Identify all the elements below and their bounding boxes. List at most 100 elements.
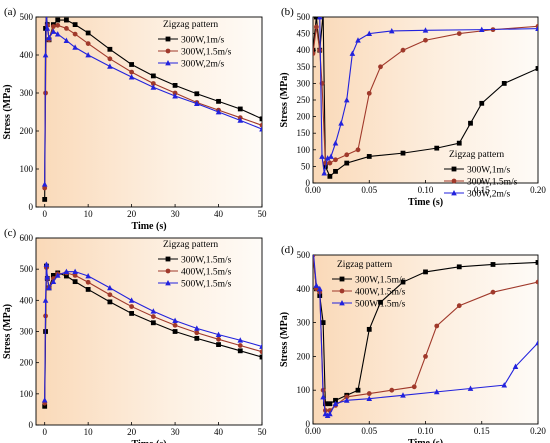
data-point bbox=[316, 17, 323, 20]
x-tick-label: 40 bbox=[214, 209, 224, 219]
data-point bbox=[490, 289, 496, 295]
data-point bbox=[54, 272, 61, 278]
data-point bbox=[328, 153, 334, 159]
data-point bbox=[389, 387, 395, 393]
data-point bbox=[535, 260, 538, 265]
data-point bbox=[128, 297, 135, 303]
legend-marker bbox=[451, 178, 457, 184]
series-3 bbox=[313, 255, 538, 418]
series-3 bbox=[41, 8, 262, 187]
data-point bbox=[501, 382, 508, 388]
data-point bbox=[85, 41, 91, 46]
data-point bbox=[349, 50, 356, 56]
legend-title: Zigzag pattern bbox=[163, 240, 218, 250]
data-point bbox=[259, 343, 262, 349]
y-tick-label: 500 bbox=[20, 264, 34, 274]
y-tick-label: 200 bbox=[297, 351, 311, 361]
data-point bbox=[400, 392, 406, 398]
data-point bbox=[333, 157, 338, 163]
data-point bbox=[422, 27, 429, 33]
data-point bbox=[55, 17, 61, 23]
data-point bbox=[50, 24, 56, 29]
y-tick-label: 200 bbox=[20, 126, 34, 136]
data-point bbox=[107, 292, 113, 298]
y-axis-label: Stress (MPa) bbox=[279, 72, 290, 127]
y-tick-label: 500 bbox=[297, 12, 311, 22]
data-point bbox=[313, 282, 320, 288]
data-point bbox=[64, 26, 69, 31]
data-point bbox=[64, 17, 69, 23]
data-point bbox=[479, 100, 485, 106]
x-tick-label: 0.15 bbox=[474, 185, 490, 195]
data-point bbox=[535, 339, 538, 346]
data-point bbox=[366, 391, 372, 396]
y-tick-label: 100 bbox=[20, 389, 34, 399]
series-line bbox=[313, 255, 538, 405]
data-point bbox=[44, 11, 49, 16]
data-point bbox=[456, 303, 462, 309]
data-point bbox=[44, 8, 50, 13]
data-point bbox=[433, 388, 440, 395]
data-point bbox=[64, 273, 69, 279]
panel-label: (c) bbox=[4, 227, 17, 239]
data-point bbox=[129, 311, 135, 316]
y-tick-label: 300 bbox=[297, 318, 311, 328]
data-point bbox=[42, 185, 48, 191]
data-point bbox=[366, 30, 373, 36]
panel-label: (b) bbox=[281, 6, 294, 18]
data-point bbox=[85, 279, 91, 285]
data-point bbox=[388, 27, 395, 34]
data-point bbox=[378, 299, 383, 305]
legend: Zigzag pattern 300W,1.5m/s 400W,1.5m/s 500W… bbox=[332, 260, 406, 310]
data-point bbox=[313, 47, 316, 53]
data-point bbox=[313, 24, 319, 30]
legend-marker bbox=[339, 300, 345, 306]
data-point bbox=[490, 262, 496, 267]
y-axis-label: Stress (MPa) bbox=[279, 312, 290, 367]
data-point bbox=[535, 25, 538, 32]
data-point bbox=[44, 11, 49, 16]
data-point bbox=[355, 387, 361, 393]
data-point bbox=[327, 160, 333, 166]
data-point bbox=[237, 106, 243, 112]
plot-background bbox=[313, 17, 538, 183]
data-point bbox=[314, 11, 320, 16]
y-tick-label: 400 bbox=[297, 284, 311, 294]
data-point bbox=[216, 336, 221, 342]
legend-title: Zigzag pattern bbox=[337, 260, 392, 270]
y-tick-label: 350 bbox=[297, 62, 311, 72]
data-point bbox=[50, 278, 57, 285]
x-tick-label: 30 bbox=[171, 427, 181, 437]
data-point bbox=[107, 56, 113, 62]
data-point bbox=[355, 147, 361, 153]
data-point bbox=[72, 22, 78, 27]
data-point bbox=[150, 73, 156, 79]
data-point bbox=[72, 273, 78, 278]
data-point bbox=[41, 397, 48, 403]
x-tick-label: 10 bbox=[84, 427, 94, 437]
data-point bbox=[456, 264, 462, 270]
series-3 bbox=[314, 11, 538, 176]
x-axis-label: Time (s) bbox=[408, 197, 443, 208]
data-point bbox=[55, 22, 61, 28]
data-point bbox=[150, 320, 156, 326]
data-point bbox=[366, 90, 372, 96]
data-point bbox=[355, 37, 361, 43]
legend-entry: 300W,1.5m/s bbox=[181, 256, 232, 266]
data-point bbox=[400, 150, 406, 156]
data-point bbox=[194, 335, 200, 341]
y-tick-label: 400 bbox=[297, 45, 311, 55]
legend-entry: 400W,1.5m/s bbox=[181, 268, 232, 278]
x-tick-label: 0 bbox=[42, 427, 47, 437]
legend: Zigzag pattern 300W,1m/s 300W,1.5m/s 300W,2… bbox=[444, 150, 518, 200]
data-point bbox=[313, 255, 316, 258]
data-point bbox=[259, 122, 262, 128]
y-tick-label: 500 bbox=[20, 12, 34, 22]
data-point bbox=[172, 322, 178, 328]
legend-entry: 500W,1.5m/s bbox=[181, 280, 232, 290]
data-point bbox=[194, 330, 200, 336]
data-point bbox=[327, 401, 333, 407]
data-point bbox=[535, 279, 538, 285]
data-point bbox=[172, 317, 178, 323]
